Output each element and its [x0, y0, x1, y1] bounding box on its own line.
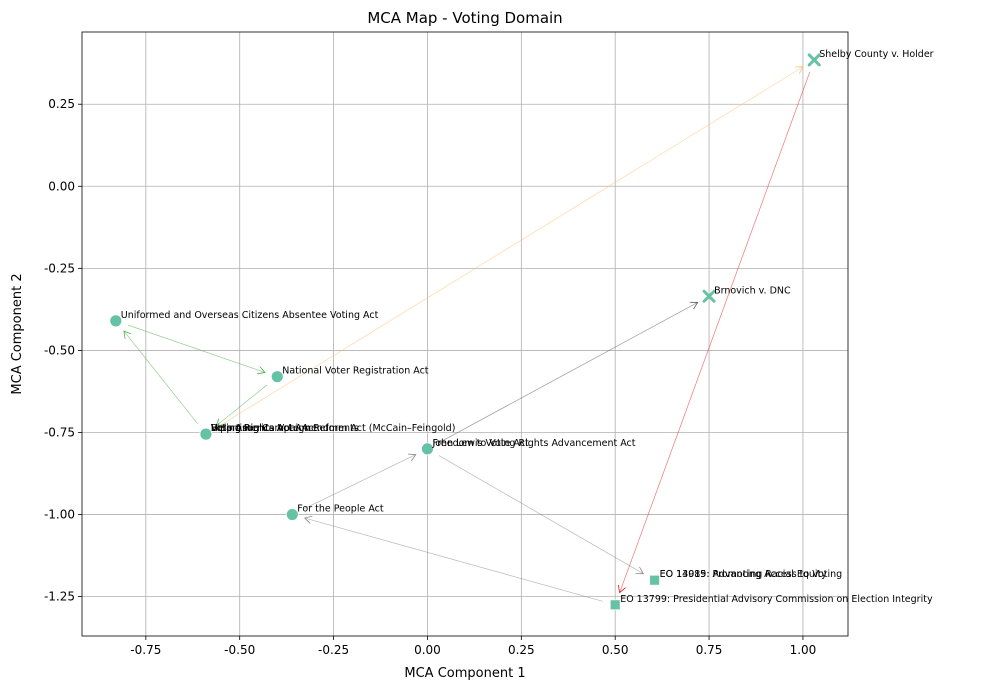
- y-axis-title: MCA Component 2: [10, 273, 25, 394]
- x-tick-label: 1.00: [790, 643, 817, 657]
- x-tick-label: 0.50: [602, 643, 629, 657]
- arrow-layer: [124, 67, 811, 602]
- y-tick-label: -0.75: [44, 425, 75, 439]
- point-label: EO 13985: Advancing Racial Equity: [660, 569, 828, 580]
- y-tick-label: -1.25: [44, 590, 75, 604]
- point-marker-circle: [270, 370, 284, 384]
- y-axis-ticks: 0.25 0.00 -0.25 -0.50 -0.75 -1.00 -1.25: [44, 97, 82, 604]
- transition-arrow: [124, 331, 199, 425]
- x-tick-label: 0.25: [508, 643, 535, 657]
- point-marker-square: [649, 574, 661, 586]
- x-tick-label: 0.00: [414, 643, 441, 657]
- point-label: Shelby County v. Holder: [819, 49, 933, 60]
- point-label: For the People Act: [297, 504, 384, 515]
- point-label: Bipartisan Campaign Reform Act (McCain–F…: [211, 423, 456, 434]
- x-tick-label: -0.50: [224, 643, 255, 657]
- point-label: Voting Rights Act Amendments: [211, 423, 359, 434]
- point-label: Help America Vote Act: [211, 423, 318, 434]
- point-marker-square: [609, 599, 621, 611]
- plot-frame: [81, 31, 849, 637]
- y-tick-label: -0.50: [44, 343, 75, 357]
- point-label: Freedom to Vote Act: [432, 438, 529, 449]
- point-label: Voting Rights Act: [211, 423, 293, 434]
- point-marker-circle: [109, 314, 123, 328]
- y-tick-label: 0.00: [48, 179, 75, 193]
- transition-arrow: [216, 384, 268, 426]
- x-tick-label: -0.75: [130, 643, 161, 657]
- point-label: Uniformed and Overseas Citizens Absentee…: [121, 310, 379, 321]
- x-tick-label: 0.75: [696, 643, 723, 657]
- x-axis-title: MCA Component 1: [404, 666, 525, 681]
- point-label: EO 14019: Promoting Access to Voting: [660, 569, 843, 580]
- x-axis-ticks: -0.75 -0.50 -0.25 0.00 0.25 0.50 0.75 1.00: [130, 636, 816, 657]
- point-marker-circle: [285, 508, 299, 521]
- transition-arrow: [438, 302, 698, 444]
- point-marker-circle: [199, 427, 213, 441]
- y-tick-label: -1.00: [44, 508, 75, 522]
- transition-arrow: [303, 455, 416, 510]
- point-label-layer: Uniformed and Overseas Citizens Absentee…: [121, 49, 934, 605]
- chart-title: MCA Map - Voting Domain: [367, 9, 562, 27]
- point-label: John Lewis Voting Rights Advancement Act: [431, 438, 635, 449]
- y-tick-label: -0.25: [44, 261, 75, 275]
- point-label: Brnovich v. DNC: [714, 285, 791, 296]
- grid-lines: [82, 32, 848, 636]
- transition-arrow: [438, 455, 644, 573]
- transition-arrow: [620, 71, 811, 592]
- point-layer: [109, 53, 821, 611]
- transition-arrow: [305, 518, 603, 602]
- point-marker-x: [702, 289, 716, 303]
- x-tick-label: -0.25: [318, 643, 349, 657]
- transition-arrow: [216, 67, 803, 428]
- point-marker-x: [807, 53, 821, 67]
- point-label: National Voter Registration Act: [282, 366, 429, 377]
- point-label: EO 13799: Presidential Advisory Commissi…: [620, 594, 933, 605]
- point-marker-circle: [421, 442, 434, 456]
- y-tick-label: 0.25: [48, 97, 75, 111]
- transition-arrow: [127, 324, 265, 372]
